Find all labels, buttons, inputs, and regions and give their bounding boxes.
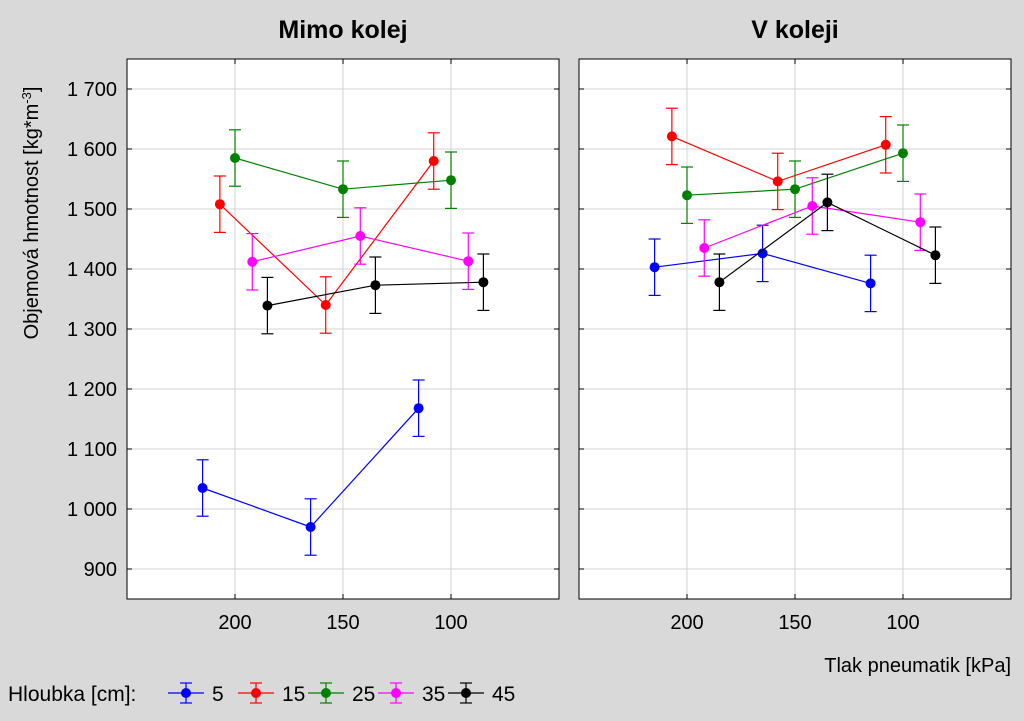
legend-label: 45 <box>492 683 515 706</box>
series-45 <box>713 173 942 311</box>
legend-entry-35: 35 <box>378 682 445 706</box>
series-45 <box>261 253 490 335</box>
series-15 <box>213 132 440 334</box>
x-tick-label: 150 <box>326 612 359 634</box>
series-35 <box>246 207 475 291</box>
x-tick-label: 150 <box>778 612 811 634</box>
y-tick-label: 1 500 <box>67 199 117 221</box>
data-point <box>230 153 240 163</box>
data-point <box>428 156 439 166</box>
data-point <box>915 217 926 228</box>
data-point <box>305 522 316 532</box>
panels-layer: 900 1 000 1 100 1 200 1 300 1 400 1 500 1 600 1 … <box>67 16 1012 634</box>
data-point <box>197 483 208 493</box>
data-point <box>757 248 768 259</box>
data-point <box>413 403 424 414</box>
legend-entry-15: 15 <box>238 682 305 706</box>
y-tick-label: 1 300 <box>67 319 117 341</box>
y-tick-label: 1 200 <box>67 379 117 401</box>
y-tick-label: 1 000 <box>67 499 117 521</box>
data-point <box>865 278 876 289</box>
data-point <box>699 243 710 253</box>
legend-label: 5 <box>212 683 224 706</box>
legend-entry-5: 5 <box>168 682 224 706</box>
y-tick-label: 1 700 <box>67 79 117 101</box>
y-tick-label: 900 <box>84 559 117 581</box>
data-point <box>898 148 908 159</box>
data-point <box>355 231 366 241</box>
data-point <box>682 190 692 201</box>
series-5 <box>648 224 877 313</box>
x-tick-label: 100 <box>434 612 467 634</box>
legend-marker <box>461 688 471 698</box>
data-point <box>666 131 677 142</box>
legend-entry-25: 25 <box>308 682 375 706</box>
legend-marker <box>321 688 331 698</box>
data-point <box>370 280 381 291</box>
data-point <box>214 199 225 210</box>
legend-marker <box>251 688 261 698</box>
data-point <box>446 175 456 186</box>
panel-2: 200 150 100 V koleji <box>578 16 1012 634</box>
data-point <box>880 139 891 150</box>
legend: Hloubka [cm]: 5 15 25 35 45 <box>8 682 515 706</box>
y-axis-label: Objemová hmotnost [kg*m-3] <box>19 87 43 340</box>
y-tick-label: 1 400 <box>67 259 117 281</box>
y-tick-label: 1 600 <box>67 139 117 161</box>
panel-title: Mimo kolej <box>278 16 407 44</box>
x-tick-label: 200 <box>218 612 251 634</box>
series-15 <box>665 107 892 211</box>
x-tick-label: 200 <box>670 612 703 634</box>
data-point <box>463 256 474 267</box>
x-tick-label: 100 <box>886 612 919 634</box>
legend-label: 25 <box>352 683 375 706</box>
series-35 <box>698 177 927 277</box>
data-point <box>714 277 725 288</box>
plot-frame <box>126 58 560 600</box>
data-point <box>790 184 800 195</box>
data-point <box>478 277 489 288</box>
series-25 <box>681 124 909 224</box>
legend-label: 35 <box>422 683 445 706</box>
legend-title: Hloubka [cm]: <box>8 683 136 706</box>
data-point <box>262 300 273 311</box>
data-point <box>772 176 783 187</box>
data-point <box>247 256 258 267</box>
legend-marker <box>391 688 401 698</box>
legend-marker <box>181 688 191 698</box>
series-25 <box>229 129 457 218</box>
data-point <box>930 250 941 261</box>
y-tick-label: 1 100 <box>67 439 117 461</box>
x-axis-label: Tlak pneumatik [kPa] <box>824 655 1011 677</box>
legend-entry-45: 45 <box>448 682 515 706</box>
data-point <box>822 197 833 208</box>
legend-label: 15 <box>282 683 305 706</box>
data-point <box>649 262 660 273</box>
data-point <box>320 300 331 310</box>
panel-title: V koleji <box>751 16 839 44</box>
series-5 <box>196 379 425 556</box>
panel-1: 900 1 000 1 100 1 200 1 300 1 400 1 500 1 600 1 … <box>67 16 560 634</box>
data-point <box>338 184 348 195</box>
data-point <box>807 201 818 211</box>
plot-frame <box>578 58 1012 600</box>
